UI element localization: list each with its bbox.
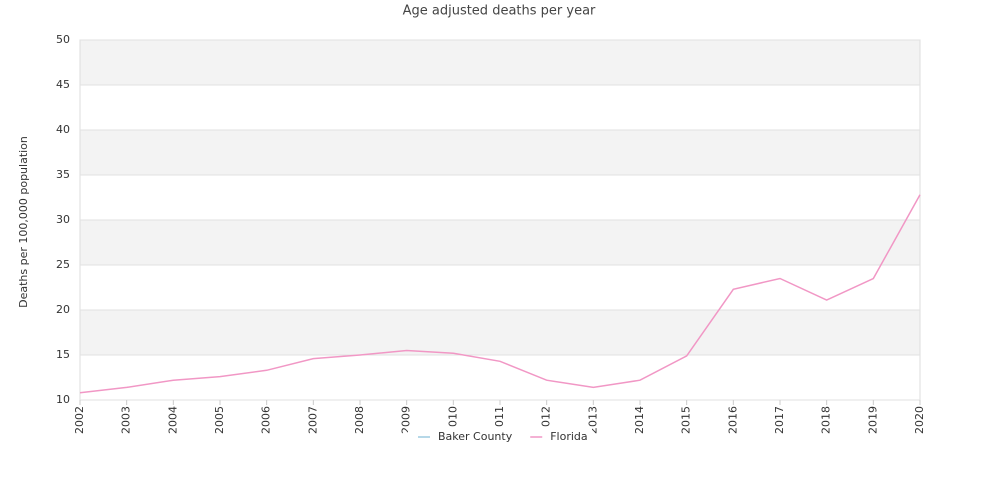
chart-title: Age adjusted deaths per year bbox=[403, 4, 596, 19]
x-tick-label: 2014 bbox=[633, 406, 646, 434]
y-tick-label: 15 bbox=[56, 348, 70, 361]
x-tick-label: 2011 bbox=[493, 406, 506, 434]
x-tick-label: 2003 bbox=[120, 406, 133, 434]
grid-band bbox=[80, 130, 920, 175]
x-tick-label: 2020 bbox=[913, 406, 926, 434]
x-tick-label: 2018 bbox=[820, 406, 833, 434]
x-tick-label: 2013 bbox=[586, 406, 599, 434]
y-tick-label: 50 bbox=[56, 33, 70, 46]
x-tick-label: 2007 bbox=[306, 406, 319, 434]
x-tick-label: 2002 bbox=[73, 406, 86, 434]
grid-band bbox=[80, 220, 920, 265]
legend-label: Florida bbox=[550, 430, 587, 443]
x-tick-label: 2019 bbox=[866, 406, 879, 434]
y-tick-label: 35 bbox=[56, 168, 70, 181]
x-tick-label: 2012 bbox=[540, 406, 553, 434]
y-tick-label: 30 bbox=[56, 213, 70, 226]
grid-band bbox=[80, 40, 920, 85]
legend: Baker County Florida bbox=[408, 428, 592, 445]
x-tick-label: 2009 bbox=[400, 406, 413, 434]
data-line bbox=[79, 194, 921, 394]
x-tick-label: 2005 bbox=[213, 406, 226, 434]
y-tick-label: 10 bbox=[56, 393, 70, 406]
y-tick-label: 45 bbox=[56, 78, 70, 91]
x-tick-label: 2006 bbox=[260, 406, 273, 434]
y-tick-label: 20 bbox=[56, 303, 70, 316]
y-tick-label: 25 bbox=[56, 258, 70, 271]
legend-bg bbox=[408, 428, 592, 445]
legend-label: Baker County bbox=[438, 430, 513, 443]
x-tick-label: 2004 bbox=[166, 406, 179, 434]
grid-band bbox=[80, 310, 920, 355]
y-axis-label: Deaths per 100,000 population bbox=[17, 136, 30, 308]
x-tick-label: 2015 bbox=[680, 406, 693, 434]
x-tick-label: 2008 bbox=[353, 406, 366, 434]
x-tick-label: 2010 bbox=[446, 406, 459, 434]
x-tick-label: 2016 bbox=[726, 406, 739, 434]
x-tick-label: 2017 bbox=[773, 406, 786, 434]
y-tick-label: 40 bbox=[56, 123, 70, 136]
